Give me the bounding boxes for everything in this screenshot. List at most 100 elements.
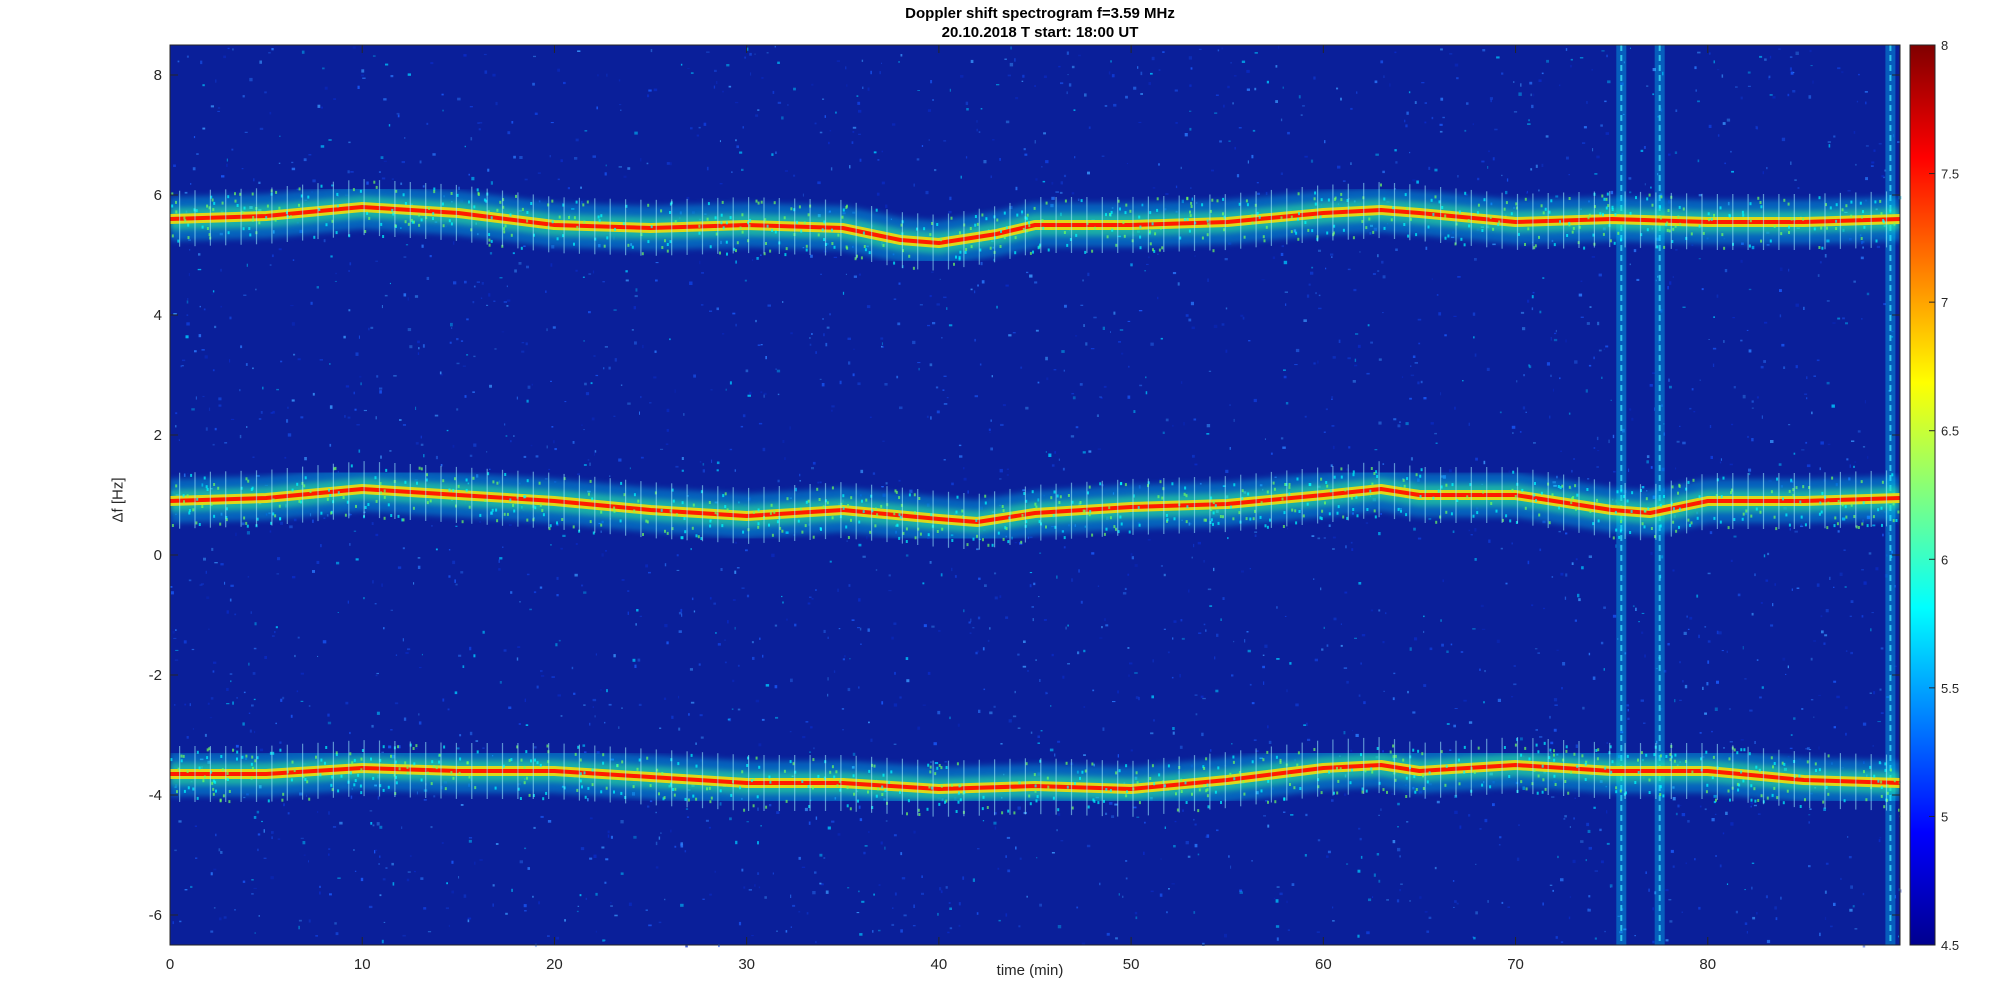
noise-speck [966, 108, 969, 111]
noise-speck [1249, 568, 1251, 570]
noise-speck [221, 175, 225, 178]
noise-speck [1377, 270, 1380, 272]
trace-speck [714, 216, 717, 220]
trace-speck [773, 510, 776, 514]
noise-speck [339, 821, 343, 825]
trace-speck [673, 793, 676, 797]
noise-speck [290, 305, 294, 307]
trace-speck [1183, 218, 1186, 221]
noise-speck [1323, 537, 1326, 539]
trace-speck [1059, 495, 1062, 499]
noise-speck [254, 932, 256, 934]
noise-speck [719, 140, 721, 143]
trace-speck [1863, 225, 1866, 229]
trace-speck [329, 493, 332, 497]
trace-speck [1380, 183, 1382, 187]
noise-speck [1646, 460, 1649, 464]
noise-speck [1213, 324, 1218, 328]
noise-speck [1278, 45, 1280, 49]
noise-speck [1093, 763, 1095, 767]
trace-speck [254, 759, 257, 763]
trace-speck [914, 511, 916, 515]
trace-speck [502, 227, 505, 231]
trace-speck [875, 208, 878, 212]
noise-speck [1283, 375, 1287, 379]
trace-speck [672, 788, 674, 791]
noise-speck [1691, 244, 1694, 246]
noise-speck [1534, 648, 1538, 650]
noise-speck [685, 808, 689, 810]
noise-speck [1597, 321, 1600, 326]
trace-speck [183, 500, 185, 504]
noise-speck [741, 868, 744, 872]
trace-speck [1210, 496, 1213, 500]
noise-speck [189, 703, 191, 707]
noise-speck [511, 888, 513, 892]
noise-speck [917, 90, 920, 91]
noise-speck [1070, 435, 1075, 438]
trace-speck [1641, 522, 1644, 526]
noise-speck [763, 392, 767, 396]
trace-speck [1574, 484, 1577, 488]
noise-speck [1740, 739, 1744, 741]
noise-speck [1740, 96, 1743, 100]
trace-speck [1573, 752, 1576, 756]
noise-speck [210, 105, 214, 108]
trace-speck [1675, 529, 1678, 533]
noise-speck [888, 590, 892, 592]
trace-speck [1317, 785, 1320, 789]
noise-speck [1661, 467, 1665, 472]
noise-speck [329, 405, 333, 409]
noise-speck [1871, 161, 1875, 164]
trace-speck [1553, 753, 1555, 757]
noise-speck [581, 200, 583, 205]
noise-speck [1837, 530, 1840, 533]
noise-speck [584, 382, 587, 386]
noise-speck [337, 877, 341, 879]
trace-speck [1687, 518, 1690, 522]
noise-speck [1872, 524, 1876, 527]
noise-speck [1382, 312, 1384, 314]
noise-speck [829, 130, 832, 132]
trace-speck [415, 744, 418, 748]
noise-speck [607, 834, 610, 838]
noise-speck [1627, 717, 1630, 720]
noise-speck [268, 52, 271, 54]
noise-speck [202, 127, 206, 130]
trace-speck [426, 473, 428, 477]
noise-speck [1414, 101, 1417, 104]
trace-speck [1356, 514, 1359, 518]
noise-speck [1769, 55, 1772, 59]
trace-speck [1211, 198, 1214, 202]
trace-speck [210, 502, 213, 506]
noise-speck [1588, 555, 1592, 558]
noise-speck [1698, 258, 1701, 260]
noise-speck [846, 540, 848, 542]
trace-speck [308, 797, 311, 801]
noise-speck [1803, 306, 1805, 310]
noise-speck [1045, 356, 1048, 361]
trace-speck [1149, 211, 1152, 215]
noise-speck [1853, 280, 1856, 283]
noise-speck [621, 707, 623, 709]
noise-speck [1002, 404, 1006, 407]
trace-speck [1880, 212, 1883, 216]
noise-speck [448, 549, 451, 551]
trace-speck [931, 237, 934, 241]
noise-speck [1669, 920, 1673, 923]
noise-speck [526, 399, 529, 403]
trace-speck [1139, 225, 1142, 229]
trace-speck [938, 802, 941, 806]
noise-speck [1578, 293, 1583, 297]
noise-speck [1880, 647, 1884, 650]
trace-speck [251, 192, 254, 196]
trace-speck [1553, 749, 1555, 753]
noise-speck [619, 104, 622, 106]
noise-speck [433, 795, 436, 798]
noise-speck [1847, 190, 1851, 192]
noise-speck [1662, 71, 1664, 76]
noise-speck [1530, 93, 1533, 97]
noise-speck [211, 547, 214, 551]
noise-speck [236, 697, 238, 699]
noise-speck [186, 736, 189, 739]
